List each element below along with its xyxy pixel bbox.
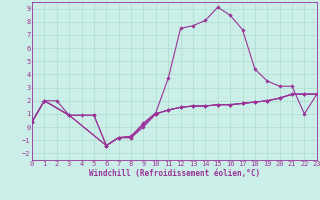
X-axis label: Windchill (Refroidissement éolien,°C): Windchill (Refroidissement éolien,°C) bbox=[89, 169, 260, 178]
